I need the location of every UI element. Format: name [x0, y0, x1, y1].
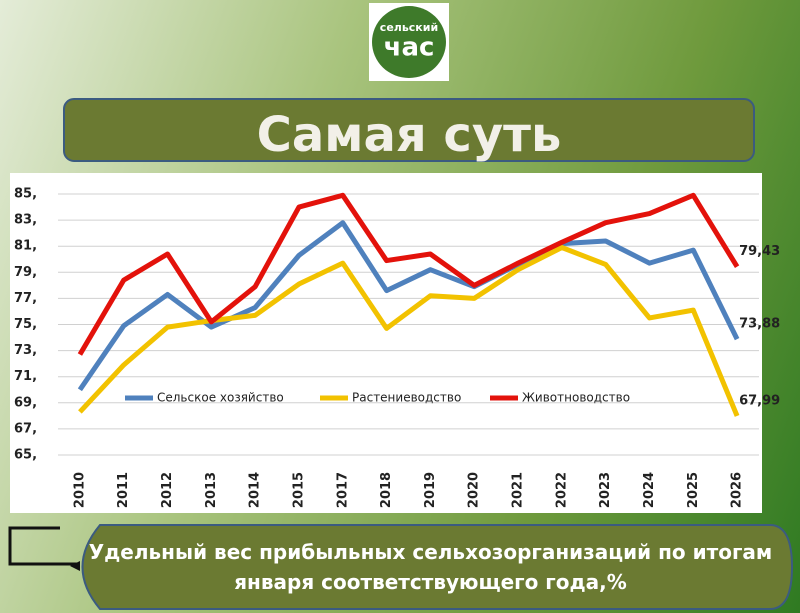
x-tick-label: 2014: [248, 472, 263, 508]
y-tick-label: 69,: [14, 395, 37, 410]
x-tick-label: 2018: [379, 472, 394, 508]
value-label: 79,43: [739, 244, 780, 259]
legend-label: Растениеводство: [352, 391, 461, 405]
legend-label: Животноводство: [522, 391, 630, 405]
x-tick-label: 2023: [598, 472, 613, 508]
value-label: 73,88: [739, 317, 780, 332]
y-tick-label: 65,: [14, 448, 37, 463]
y-tick-label: 75,: [14, 317, 37, 332]
plot-box: [10, 173, 762, 513]
x-tick-label: 2010: [72, 472, 87, 508]
header-title: Самая суть: [257, 107, 562, 163]
x-tick-label: 2026: [730, 472, 745, 508]
value-label: 67,99: [739, 393, 780, 408]
arrow-head: [70, 561, 80, 571]
x-tick-label: 2015: [291, 472, 306, 508]
x-tick-label: 2013: [204, 472, 219, 508]
y-tick-label: 83,: [14, 213, 37, 228]
x-tick-label: 2017: [335, 472, 350, 508]
y-tick-label: 81,: [14, 239, 37, 254]
x-tick-label: 2019: [423, 472, 438, 508]
y-tick-label: 79,: [14, 265, 37, 280]
series-line: [77, 220, 740, 392]
series-line: [78, 245, 740, 417]
logo-top: сельский: [380, 21, 438, 34]
series-line: [77, 192, 740, 356]
caption: Удельный вес прибыльных сельхозорганизац…: [88, 540, 773, 594]
arrow: [8, 526, 80, 566]
y-tick-label: 85,: [14, 187, 37, 202]
x-tick-label: 2020: [467, 472, 482, 508]
logo-bottom: час: [384, 33, 435, 63]
y-tick-label: 73,: [14, 343, 37, 358]
x-tick-label: 2012: [160, 472, 175, 508]
y-tick-label: 77,: [14, 291, 37, 306]
y-tick-label: 67,: [14, 421, 37, 436]
logo-circle: [372, 6, 446, 78]
x-tick-label: 2025: [686, 472, 701, 508]
y-tick-label: 71,: [14, 369, 37, 384]
x-tick-label: 2011: [116, 472, 131, 508]
x-tick-label: 2024: [642, 472, 657, 508]
caption-box: [81, 524, 794, 610]
x-tick-label: 2022: [554, 472, 569, 508]
x-tick-label: 2021: [511, 472, 526, 508]
header-box: [63, 98, 755, 162]
legend-label: Сельское хозяйство: [157, 391, 284, 405]
